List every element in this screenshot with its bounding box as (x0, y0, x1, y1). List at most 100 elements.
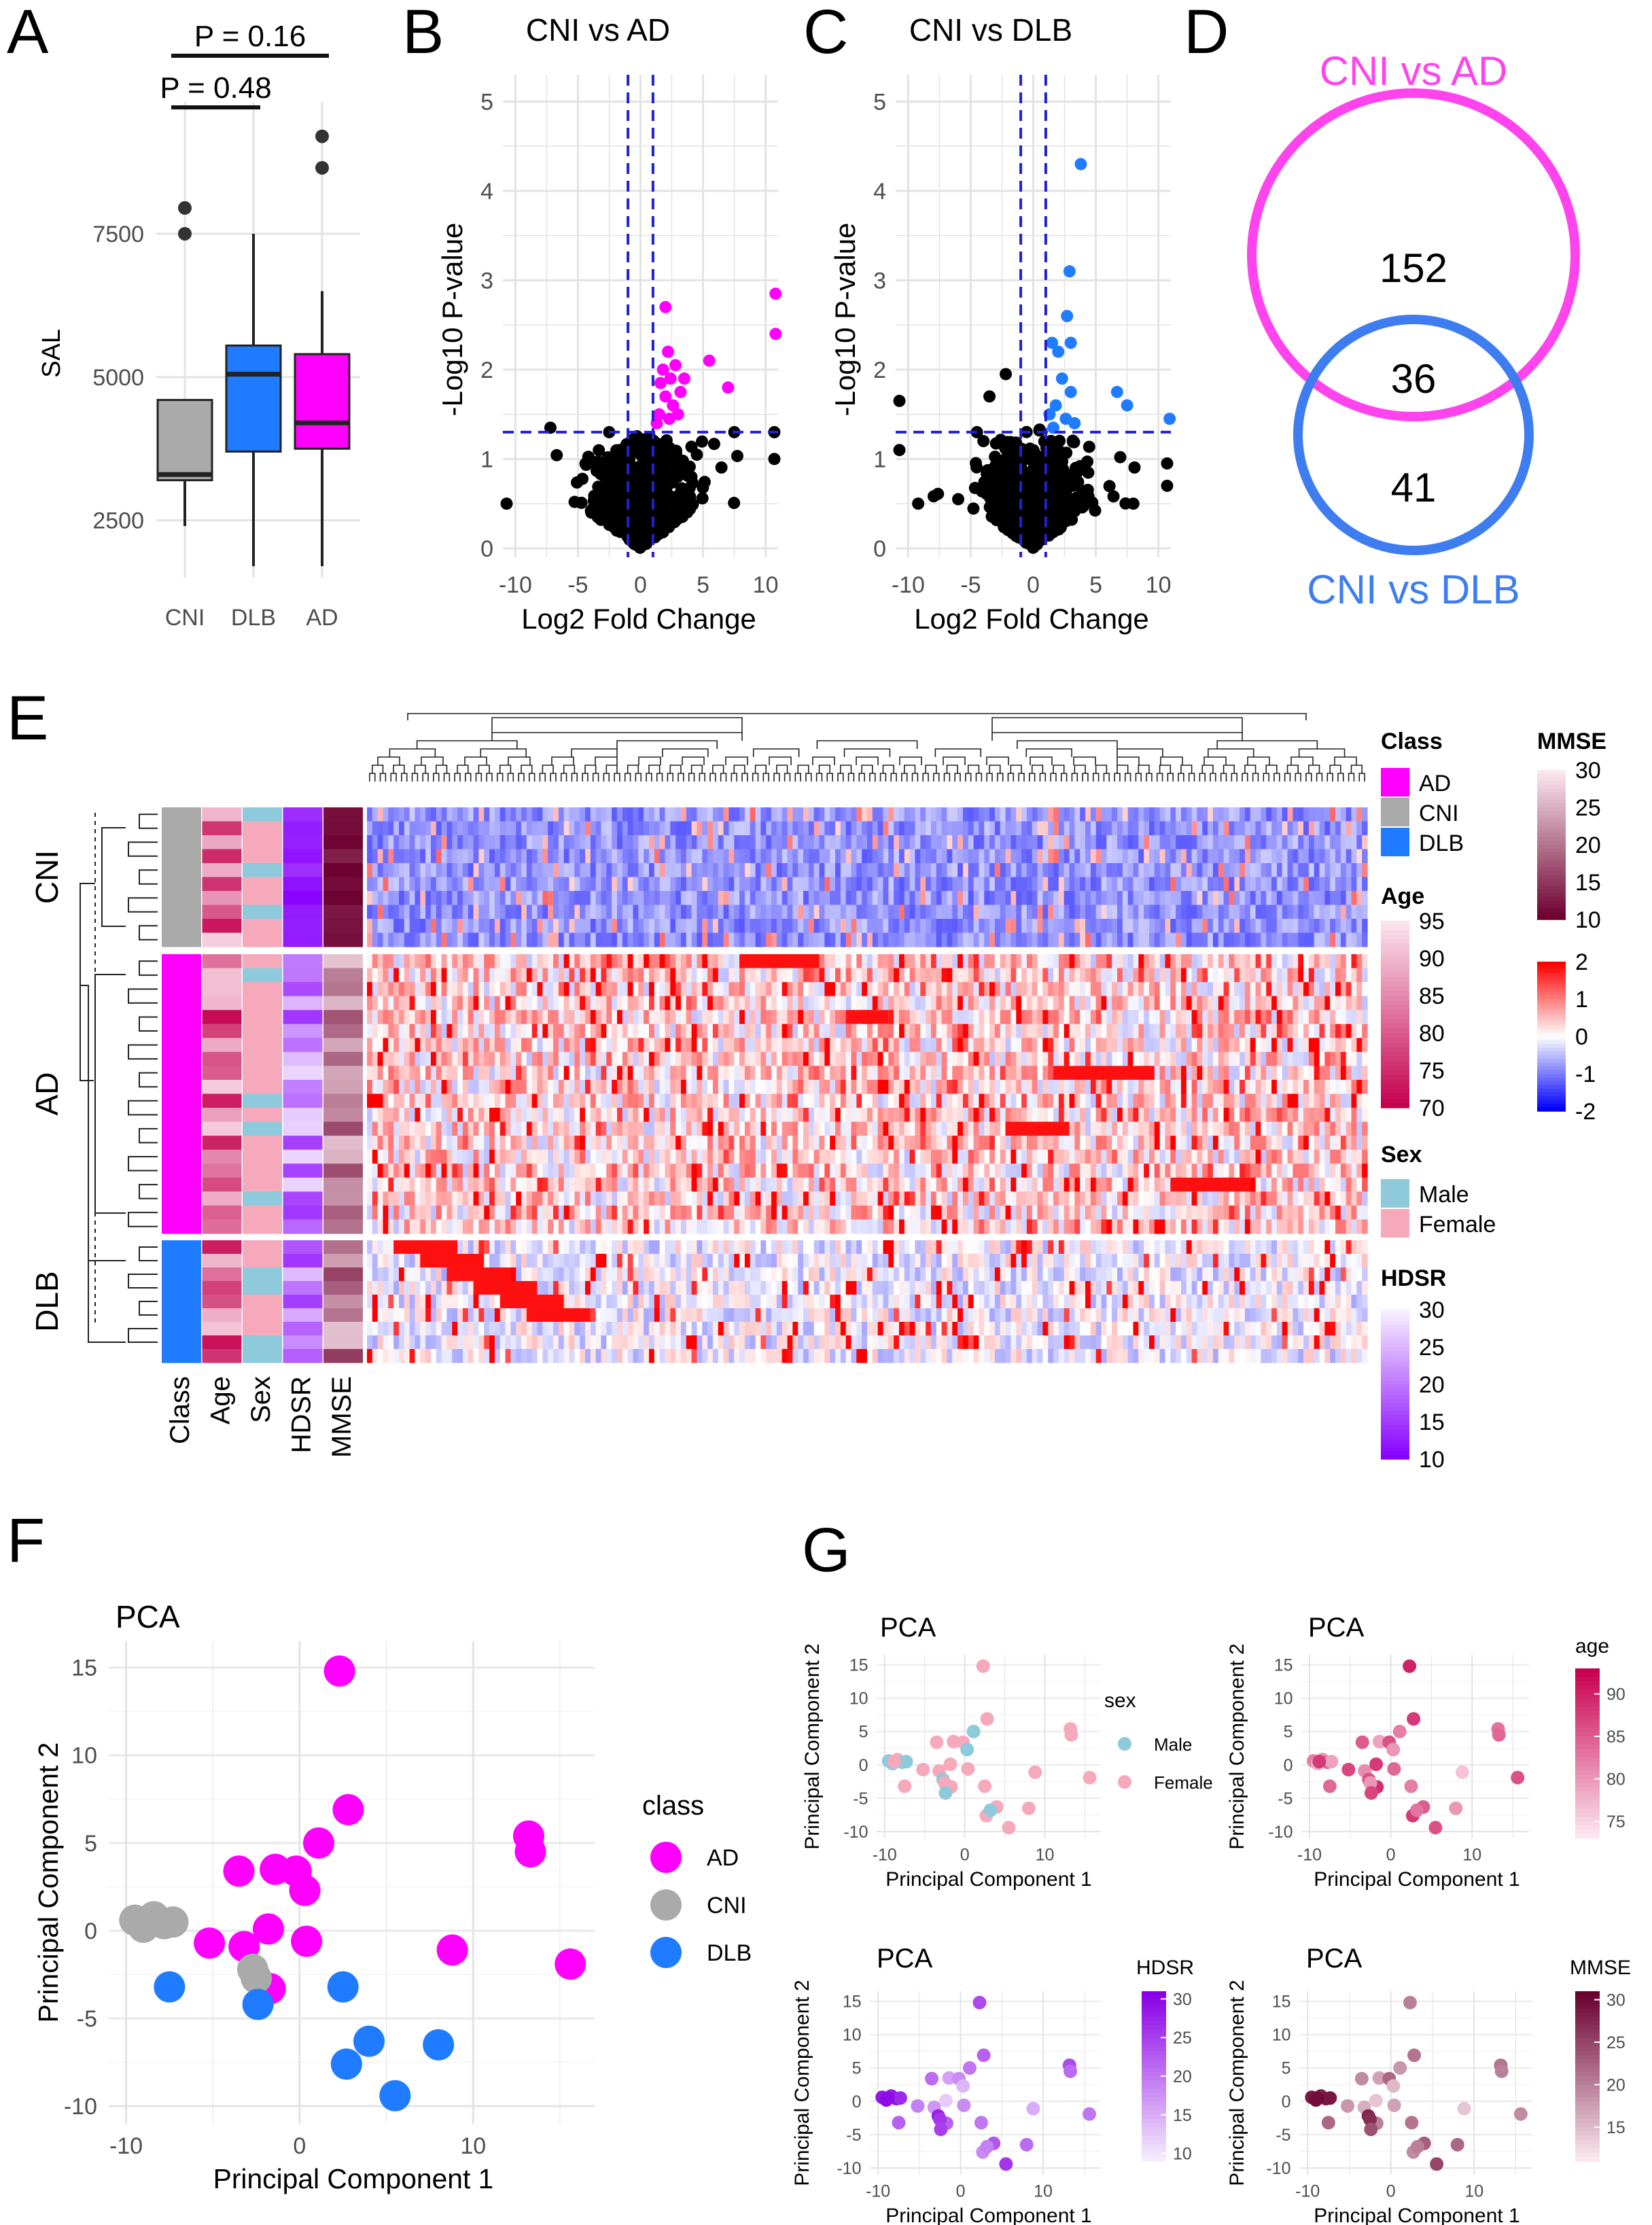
heatmap-cell (484, 821, 490, 836)
heatmap-cell (484, 919, 490, 934)
heatmap-cell (563, 905, 570, 919)
column-dendrogram-branch (1159, 765, 1172, 773)
heatmap-cell (505, 996, 512, 1011)
heatmap-cell (1180, 877, 1187, 892)
heatmap-cell (1319, 835, 1325, 850)
heatmap-cell (654, 968, 661, 983)
column-dendrogram-branch (457, 765, 469, 773)
column-dendrogram-branch (733, 765, 745, 773)
heatmap-cell (1255, 919, 1262, 934)
heatmap-cell (1101, 1023, 1107, 1038)
heatmap-cell (1032, 1010, 1038, 1025)
heatmap-cell (585, 1010, 591, 1025)
heatmap-cell (1117, 982, 1123, 997)
heatmap-cell (744, 982, 751, 997)
heatmap-cell (1330, 1023, 1336, 1038)
heatmap-cell (904, 849, 911, 864)
heatmap-cell (845, 996, 852, 1011)
heatmap-cell (968, 1010, 974, 1025)
heatmap-cell (398, 807, 405, 822)
heatmap-cell (766, 968, 772, 983)
heatmap-cell (819, 982, 825, 997)
heatmap-cell (627, 1023, 634, 1038)
heatmap-cell (776, 863, 783, 878)
volcano-x-tick-label: -10 (499, 572, 532, 598)
heatmap-cell (1095, 807, 1102, 822)
heatmap-cell (638, 982, 644, 997)
heatmap-cell (962, 919, 969, 934)
heatmap-cell (1101, 919, 1107, 934)
heatmap-cell (803, 877, 809, 892)
heatmap-cell (1127, 1023, 1134, 1038)
heatmap-cell (1058, 863, 1065, 878)
heatmap-cell (1037, 849, 1043, 864)
heatmap-cell (478, 863, 485, 878)
heatmap-cell (1186, 849, 1193, 864)
heatmap-cell (675, 821, 682, 836)
heatmap-cell (531, 982, 538, 997)
heatmap-cell (1000, 1023, 1006, 1038)
heatmap-cell (1335, 905, 1341, 919)
heatmap-cell (627, 919, 634, 934)
heatmap-cell (1240, 919, 1246, 934)
heatmap-cell (436, 863, 442, 878)
heatmap-cell (473, 891, 480, 906)
heatmap-cell (904, 835, 911, 850)
heatmap-cell (1074, 877, 1080, 892)
heatmap-cell (1021, 835, 1027, 850)
heatmap-cell (1186, 807, 1193, 822)
heatmap-cell (739, 877, 745, 892)
heatmap-cell (1112, 954, 1118, 969)
heatmap-cell (1314, 863, 1320, 878)
heatmap-cell (718, 807, 724, 822)
heatmap-cell (1085, 849, 1091, 864)
heatmap-cell (957, 1038, 964, 1053)
heatmap-cell (473, 1023, 480, 1038)
heatmap-cell (723, 863, 730, 878)
heatmap-cell (1106, 1038, 1112, 1053)
heatmap-cell (1026, 1023, 1033, 1038)
heatmap-cell (484, 835, 490, 850)
heatmap-cell (1298, 849, 1304, 864)
heatmap-cell (909, 919, 916, 934)
heatmap-cell (957, 919, 964, 934)
heatmap-cell (1159, 968, 1166, 983)
heatmap-cell (457, 849, 463, 864)
heatmap-cell (1090, 891, 1097, 906)
heatmap-cell (830, 891, 836, 906)
boxplot-y-axis-label: SAL (37, 329, 66, 378)
heatmap-cell (521, 877, 527, 892)
heatmap-cell (388, 905, 394, 919)
volcano-title: CNI vs AD (526, 12, 670, 48)
column-dendrogram-branch (797, 765, 809, 773)
heatmap-cell (516, 1010, 522, 1025)
heatmap-cell (569, 919, 575, 934)
heatmap-cell (1138, 1010, 1144, 1025)
column-dendrogram-branch (712, 765, 724, 773)
heatmap-cell (819, 807, 825, 822)
column-dendrogram-branch (669, 765, 682, 773)
heatmap-cell (654, 996, 661, 1011)
heatmap-cell (1356, 863, 1363, 878)
heatmap-cell (1212, 835, 1219, 850)
volcano-significant-point (1064, 336, 1077, 349)
heatmap-cell (787, 996, 793, 1011)
heatmap-cell (473, 982, 480, 997)
heatmap-cell (1069, 905, 1075, 919)
heatmap-cell (1170, 1010, 1176, 1025)
heatmap-cell (787, 807, 793, 822)
heatmap-cell (1032, 807, 1038, 822)
annotation-cell-age (202, 877, 242, 892)
heatmap-cell (665, 1010, 671, 1025)
heatmap-cell (1218, 932, 1225, 947)
heatmap-cell (1005, 849, 1012, 864)
heatmap-cell (813, 968, 820, 983)
heatmap-cell (920, 891, 926, 906)
heatmap-cell (558, 835, 565, 850)
heatmap-cell (436, 968, 442, 983)
heatmap-cell (1208, 891, 1214, 906)
heatmap-cell (430, 807, 437, 822)
annotation-cell-hdsr (283, 835, 323, 850)
heatmap-cell (372, 982, 379, 997)
heatmap-cell (776, 877, 783, 892)
